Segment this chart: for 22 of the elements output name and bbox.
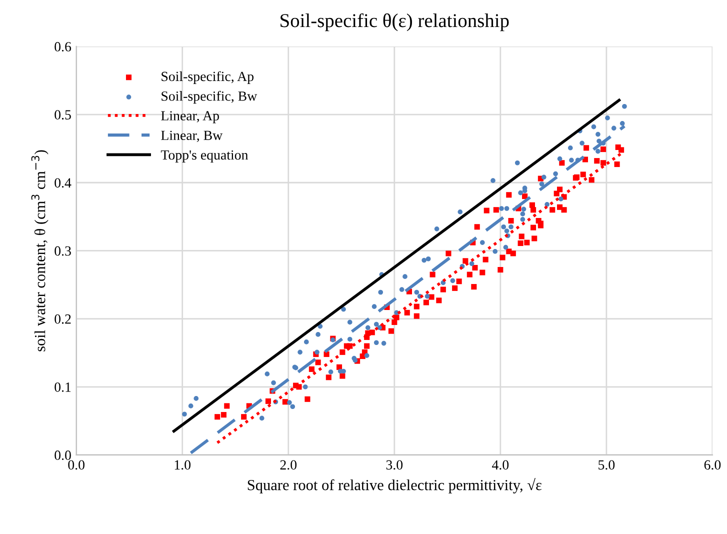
y-tick-label: 0.3 — [54, 246, 71, 256]
y-tick-label: 0.1 — [54, 382, 71, 392]
y-tick-label: 0.5 — [54, 110, 71, 120]
x-tick-label: 0.0 — [68, 460, 84, 470]
x-tick-label: 4.0 — [492, 460, 509, 470]
legend-label: Topp's equation — [160, 150, 248, 163]
y-tick-label: 0.0 — [54, 450, 71, 460]
y-tick-label: 0.6 — [54, 42, 72, 52]
x-tick-label: 6.0 — [704, 460, 721, 470]
y-tick-label: 0.4 — [54, 178, 72, 188]
x-tick-label: 1.0 — [174, 460, 191, 470]
y-axis-title: soil water content, θ (cm$^{3}$ cm$^{−3}$) — [31, 150, 48, 352]
legend-label: Linear, Bw — [161, 130, 223, 142]
y-tick-label: 0.2 — [54, 314, 71, 324]
legend-label: Linear, Ap — [161, 111, 219, 124]
legend-label: Soil-specific, Ap — [162, 71, 254, 84]
chart-title: Soil-specific θ(ε) relationship — [280, 13, 509, 32]
x-axis-title: Square root of relative dielectric permittivity, √ε — [248, 478, 542, 494]
x-tick-label: 3.0 — [386, 460, 403, 470]
x-tick-label: 5.0 — [598, 460, 615, 470]
legend-label: Soil-specific, Bw — [162, 90, 258, 104]
x-tick-label: 2.0 — [280, 460, 297, 470]
